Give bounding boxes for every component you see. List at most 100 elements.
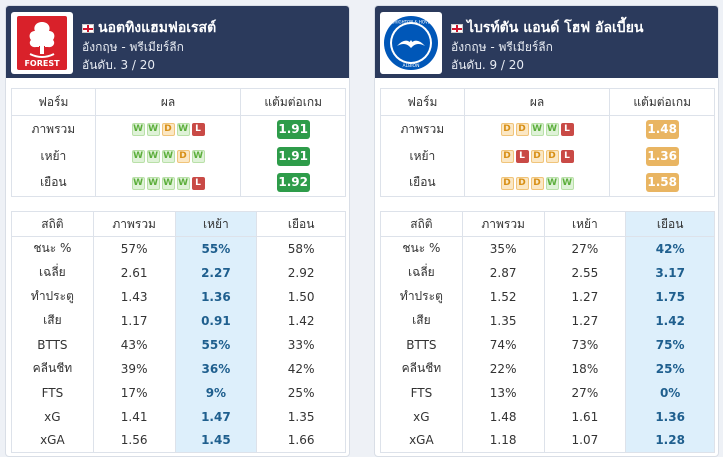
stats-value-overall: 1.41 <box>93 404 176 429</box>
stats-value-overall: 57% <box>93 236 176 261</box>
stats-value-overall: 74% <box>462 332 545 357</box>
team-name[interactable]: นอตทิงแฮมฟอเรสต์ <box>82 17 216 39</box>
team-logo[interactable]: BRIGHTON & HOVE ALBION <box>380 12 442 74</box>
form-result-badge[interactable]: L <box>560 123 574 137</box>
stats-value-home: 73% <box>544 332 627 357</box>
svg-text:FOREST: FOREST <box>24 59 60 68</box>
form-result-badge[interactable]: D <box>500 150 514 163</box>
form-result-badge[interactable]: W <box>131 150 145 163</box>
team-card-brighton: BRIGHTON & HOVE ALBION ไบรท์ตัน แอนด์ โฮ… <box>374 5 719 457</box>
form-result-badge[interactable]: L <box>191 176 205 190</box>
stats-value-home: 1.61 <box>544 404 627 429</box>
stats-value-overall: 1.52 <box>462 284 545 309</box>
rank-label: อันดับ. 3 / 20 <box>82 58 156 72</box>
stats-value-overall: 13% <box>462 380 545 405</box>
form-header: ฟอร์ม <box>380 88 465 116</box>
team-name-text[interactable]: ไบรท์ตัน แอนด์ โฮฟ อัลเบี้ยน <box>467 20 644 36</box>
form-row-label: เหย้า <box>380 142 465 170</box>
stats-value-away: 1.36 <box>625 404 715 429</box>
form-result-badge[interactable]: W <box>131 176 145 190</box>
stats-value-away: 2.92 <box>287 265 315 280</box>
form-result-badge[interactable]: D <box>161 123 175 137</box>
form-result-badge[interactable]: D <box>515 123 529 137</box>
form-result-badge[interactable]: W <box>176 123 190 137</box>
form-result-badge[interactable]: W <box>161 176 175 190</box>
stats-header: สถิติ <box>11 211 94 237</box>
stats-value-away: 1.42 <box>625 308 715 333</box>
stats-header: สถิติ <box>380 211 463 237</box>
stats-value-home: 1.07 <box>544 428 627 453</box>
stats-row-label: ทำประตู <box>380 284 463 309</box>
stats-value-overall: 1.18 <box>462 428 545 453</box>
team-name[interactable]: ไบรท์ตัน แอนด์ โฮฟ อัลเบี้ยน <box>451 17 643 39</box>
form-result-badge[interactable]: W <box>530 123 544 137</box>
stats-row-label: xGA <box>380 428 463 453</box>
form-result-badge[interactable]: D <box>515 176 529 190</box>
league-label: อังกฤษ - พรีเมียร์ลีก <box>82 40 184 54</box>
team-logo[interactable]: FOREST <box>11 12 73 74</box>
stats-value-overall: 22% <box>462 356 545 381</box>
form-result-badge[interactable]: D <box>545 150 559 163</box>
stats-row-label: xG <box>11 404 94 429</box>
stats-value-away: 75% <box>625 332 715 357</box>
form-result-badge[interactable]: W <box>545 123 559 137</box>
svg-text:BRIGHTON & HOVE: BRIGHTON & HOVE <box>392 20 431 25</box>
form-result-badge[interactable]: W <box>545 176 559 190</box>
stats-row-label: เสีย <box>11 308 94 333</box>
forest-crest-icon: FOREST <box>17 16 67 70</box>
stats-value-overall: 1.35 <box>462 308 545 333</box>
away-header: เยือน <box>256 211 346 237</box>
stats-row-label: คลีนชีท <box>380 356 463 381</box>
ppg-cell: 1.58 <box>610 170 715 197</box>
team-card-forest: FOREST นอตทิงแฮมฟอเรสต์ อังกฤษ - พรีเมีย… <box>5 5 350 457</box>
form-result-badge[interactable]: W <box>191 150 205 163</box>
form-result-badge[interactable]: W <box>560 176 574 190</box>
stats-row-label: FTS <box>11 380 94 405</box>
stats-value-home: 18% <box>544 356 627 381</box>
form-result-badge[interactable]: W <box>161 150 175 163</box>
stats-row-label: คลีนชีท <box>11 356 94 381</box>
stats-value-home: 2.27 <box>175 260 258 285</box>
stats-row-label: xG <box>380 404 463 429</box>
ppg-badge: 1.48 <box>645 119 679 139</box>
stats-row: FTS 13% 27% 0% <box>380 380 715 405</box>
form-result-badge[interactable]: L <box>191 123 205 137</box>
stats-row: เสีย 1.35 1.27 1.42 <box>380 308 715 333</box>
stats-row: BTTS 43% 55% 33% <box>11 332 346 357</box>
form-row-label: เยือน <box>11 169 96 197</box>
stats-value-home: 2.55 <box>544 260 627 285</box>
stats-value-home: 27% <box>544 236 627 261</box>
form-result-badge[interactable]: D <box>530 150 544 163</box>
form-result-badge[interactable]: L <box>515 150 529 163</box>
form-result-badge[interactable]: D <box>500 176 514 190</box>
form-result-badge[interactable]: L <box>560 150 574 163</box>
form-header: ฟอร์ม <box>11 88 96 116</box>
stats-row-label: xGA <box>11 428 94 453</box>
stats-row-label: FTS <box>380 380 463 405</box>
stats-value-home: 55% <box>175 236 258 261</box>
team-header: FOREST นอตทิงแฮมฟอเรสต์ อังกฤษ - พรีเมีย… <box>6 6 349 78</box>
form-result-badge[interactable]: D <box>176 150 190 163</box>
stats-row-label: BTTS <box>11 332 94 357</box>
form-result-badge[interactable]: W <box>146 150 160 163</box>
team-header: BRIGHTON & HOVE ALBION ไบรท์ตัน แอนด์ โฮ… <box>375 6 718 78</box>
team-name-text[interactable]: นอตทิงแฮมฟอเรสต์ <box>98 20 217 36</box>
form-result-badge[interactable]: D <box>530 176 544 190</box>
form-result-badge[interactable]: D <box>500 123 514 137</box>
stats-value-home: 1.27 <box>544 284 627 309</box>
stats-value-away: 33% <box>287 337 315 352</box>
stats-row: เฉลี่ย 2.61 2.27 2.92 <box>11 260 346 285</box>
form-result-badge[interactable]: W <box>146 123 160 137</box>
form-result-badge[interactable]: W <box>176 176 190 190</box>
stats-row: BTTS 74% 73% 75% <box>380 332 715 357</box>
stats-value-home: 1.47 <box>175 404 258 429</box>
stats-value-home: 55% <box>175 332 258 357</box>
form-result-badge[interactable]: W <box>146 176 160 190</box>
form-result-badge[interactable]: W <box>131 123 145 137</box>
